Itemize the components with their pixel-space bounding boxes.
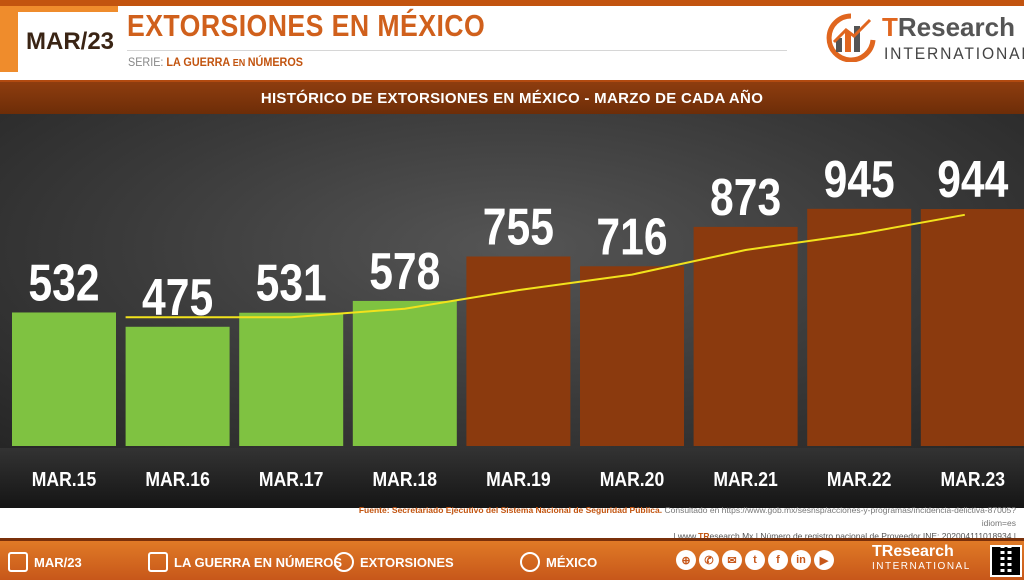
footer-series-label: LA GUERRA EN NÚMEROS xyxy=(174,554,343,570)
logo-wordmark: TResearch xyxy=(882,12,1015,42)
data-label: 945 xyxy=(824,151,895,209)
linkedin-icon[interactable]: in xyxy=(791,550,811,570)
footer-country: MÉXICO xyxy=(520,541,597,580)
data-label: 716 xyxy=(596,208,667,266)
data-label: 532 xyxy=(28,255,99,313)
web-brand: TR xyxy=(698,531,710,541)
x-tick-label: MAR.19 xyxy=(486,468,551,490)
source-note: Fuente: Secretariado Ejecutivo del Siste… xyxy=(356,504,1016,543)
footer-bar: MAR/23 LA GUERRA EN NÚMEROS EXTORSIONES … xyxy=(0,538,1024,580)
chart-icon xyxy=(148,552,168,572)
youtube-icon[interactable]: ▶ xyxy=(814,550,834,570)
footer-date-label: MAR/23 xyxy=(34,554,82,570)
x-tick-label: MAR.23 xyxy=(941,468,1006,490)
date-badge: MAR/23 xyxy=(0,6,118,72)
data-label: 531 xyxy=(256,255,327,313)
bar-mar-15 xyxy=(12,312,116,446)
data-label: 873 xyxy=(710,169,781,227)
footer-brand-a: TResearch xyxy=(872,543,954,560)
bar-mar-18 xyxy=(352,300,457,446)
chart-title-banner: HISTÓRICO DE EXTORSIONES EN MÉXICO - MAR… xyxy=(0,80,1024,114)
source-consulted[interactable]: Consultado en https://www.gob.mx/sesnsp/… xyxy=(662,505,1016,528)
title-block: EXTORSIONES EN MÉXICO xyxy=(127,8,543,44)
chart-title: HISTÓRICO DE EXTORSIONES EN MÉXICO - MAR… xyxy=(260,90,764,107)
calendar-icon xyxy=(8,552,28,572)
bar-mar-20 xyxy=(580,266,684,446)
footer-series: LA GUERRA EN NÚMEROS xyxy=(148,541,342,580)
data-label: 578 xyxy=(369,243,440,301)
footer-logo: TResearch INTERNATIONAL xyxy=(872,543,971,572)
footer-brand-b: INTERNATIONAL xyxy=(872,561,971,572)
series-name-b: NÚMEROS xyxy=(247,55,303,69)
logo-subtitle: INTERNATIONAL xyxy=(884,44,1024,63)
web-prefix: | www. xyxy=(673,531,699,541)
qr-code[interactable] xyxy=(990,545,1022,577)
x-tick-label: MAR.21 xyxy=(713,468,778,490)
logo-chart-icon xyxy=(826,13,876,62)
top-accent-strip xyxy=(0,0,1024,6)
x-tick-label: MAR.17 xyxy=(259,468,324,490)
bar-mar-19 xyxy=(466,256,571,446)
x-tick-label: MAR.16 xyxy=(145,468,210,490)
footer-date: MAR/23 xyxy=(8,541,82,580)
x-tick-label: MAR.22 xyxy=(827,468,892,490)
data-label: 755 xyxy=(483,199,554,257)
web-suffix: esearch.Mx | Número de registro nacional… xyxy=(709,531,1016,541)
date-label: MAR/23 xyxy=(18,12,118,72)
x-tick-label: MAR.18 xyxy=(373,468,438,490)
map-pin-icon xyxy=(520,552,540,572)
x-axis-band: MAR.15 MAR.16 MAR.17 MAR.18 MAR.19 MAR.20 MAR.… xyxy=(0,448,1024,508)
whatsapp-icon[interactable]: ✆ xyxy=(699,550,719,570)
bar-mar-23 xyxy=(920,209,1024,446)
web-icon[interactable]: ⊕ xyxy=(676,550,696,570)
bar-mar-21 xyxy=(693,226,798,446)
social-icons: ⊕ ✆ ✉ t f in ▶ xyxy=(676,550,834,570)
series-name-a: LA GUERRA xyxy=(166,55,231,69)
footer-topic-label: EXTORSIONES xyxy=(360,554,454,570)
title-divider xyxy=(127,50,787,51)
bar-mar-16 xyxy=(125,326,230,446)
tresearch-logo: TResearch INTERNATIONAL xyxy=(824,10,1024,66)
x-tick-label: MAR.15 xyxy=(32,468,97,490)
footer-country-label: MÉXICO xyxy=(546,554,598,570)
bar-chart: 532 475 531 578 755 716 873 945 944 xyxy=(0,114,1024,448)
email-icon[interactable]: ✉ xyxy=(722,550,742,570)
trend-line xyxy=(125,213,965,319)
series-prefix: SERIE: xyxy=(128,55,167,69)
facebook-icon[interactable]: f xyxy=(768,550,788,570)
twitter-icon[interactable]: t xyxy=(745,550,765,570)
footer-topic: EXTORSIONES xyxy=(334,541,454,580)
series-name-mid: EN xyxy=(230,58,248,69)
speech-bubble-icon xyxy=(334,552,354,572)
series-subtitle: SERIE: LA GUERRA EN NÚMEROS xyxy=(128,55,303,69)
bar-mar-17 xyxy=(239,312,344,446)
source-label: Fuente: Secretariado Ejecutivo del Siste… xyxy=(358,505,663,515)
bar-mar-22 xyxy=(807,208,912,446)
page-title: EXTORSIONES EN MÉXICO xyxy=(127,8,486,43)
x-axis-svg: MAR.15 MAR.16 MAR.17 MAR.18 MAR.19 MAR.20 MAR.… xyxy=(32,468,1006,490)
data-label: 944 xyxy=(937,151,1009,209)
x-tick-label: MAR.20 xyxy=(600,468,665,490)
